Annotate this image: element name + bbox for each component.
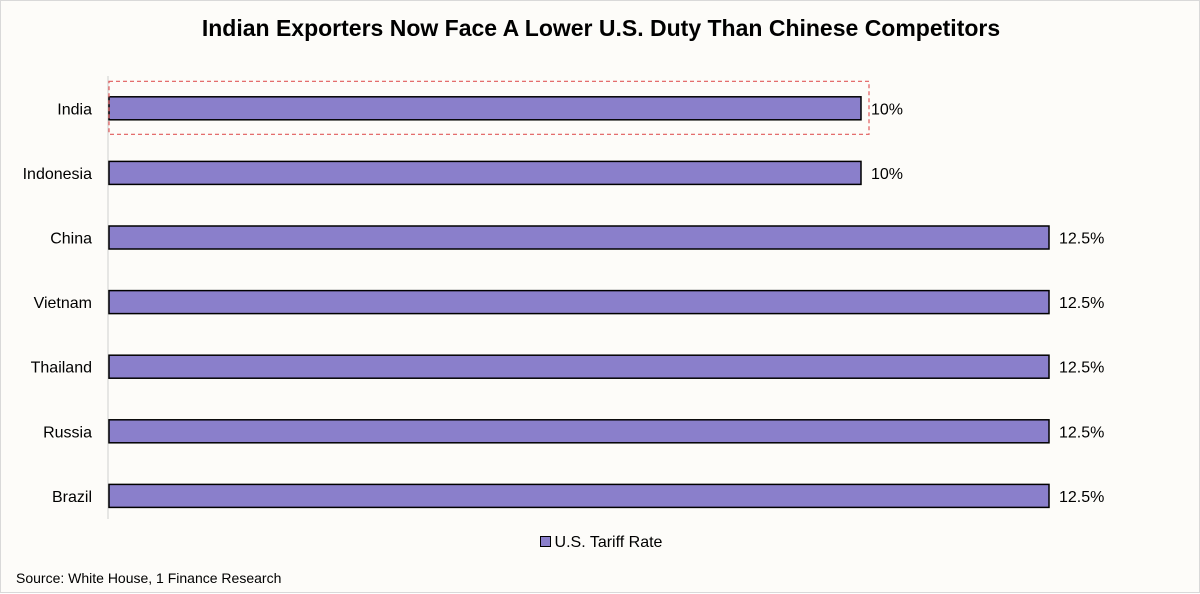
data-label-brazil: 12.5% <box>1059 489 1104 506</box>
bar-china <box>108 225 1050 250</box>
bar-india <box>108 96 862 121</box>
data-label-china: 12.5% <box>1059 231 1104 248</box>
category-label-vietnam: Vietnam <box>34 295 92 312</box>
bar-brazil <box>108 483 1050 509</box>
source-note: Source: White House, 1 Finance Research <box>16 570 282 586</box>
legend-label: U.S. Tariff Rate <box>554 534 663 551</box>
data-label-india: 10% <box>871 101 903 118</box>
bar-russia <box>108 419 1050 444</box>
legend: U.S. Tariff Rate <box>1 534 1200 552</box>
bar-vietnam <box>108 289 1050 315</box>
data-label-indonesia: 10% <box>871 166 903 183</box>
category-label-brazil: Brazil <box>52 489 92 506</box>
data-label-vietnam: 12.5% <box>1059 295 1104 312</box>
data-label-russia: 12.5% <box>1059 424 1104 441</box>
chart-title: Indian Exporters Now Face A Lower U.S. D… <box>201 15 1001 41</box>
highlight-box-india <box>108 80 870 135</box>
category-label-russia: Russia <box>43 424 92 441</box>
bar-indonesia <box>108 160 862 186</box>
category-label-india: India <box>57 101 92 118</box>
category-label-indonesia: Indonesia <box>23 166 92 183</box>
bar-thailand <box>108 354 1050 379</box>
legend-swatch <box>539 536 551 548</box>
category-label-china: China <box>50 231 92 248</box>
category-label-thailand: Thailand <box>31 360 92 377</box>
data-label-thailand: 12.5% <box>1059 360 1104 377</box>
